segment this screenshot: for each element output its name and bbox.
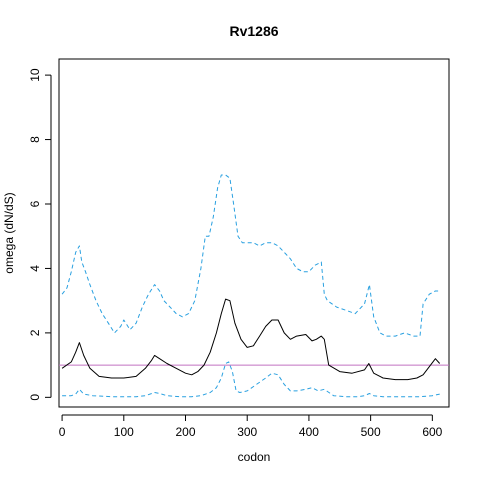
omega-upper-bound-line xyxy=(61,174,440,337)
x-tick-label: 400 xyxy=(299,425,319,439)
omega-lower-bound-line xyxy=(62,361,440,398)
x-tick-label: 0 xyxy=(59,425,66,439)
y-tick-label: 2 xyxy=(28,329,42,336)
y-axis-label: omega (dN/dS) xyxy=(2,192,16,273)
x-axis-label: codon xyxy=(238,450,271,464)
x-tick-label: 300 xyxy=(237,425,257,439)
y-tick-label: 4 xyxy=(28,265,42,272)
chart-title: Rv1286 xyxy=(229,23,278,39)
series-layer xyxy=(59,174,449,398)
y-tick-label: 0 xyxy=(28,394,42,401)
x-axis: 0 100 200 300 400 500 600 xyxy=(59,414,443,439)
y-tick-label: 10 xyxy=(28,68,42,82)
plot-frame xyxy=(58,58,450,408)
y-tick-label: 6 xyxy=(28,200,42,207)
y-axis: 0 2 4 6 8 10 xyxy=(28,68,52,401)
omega-mean-line xyxy=(61,298,441,381)
x-tick-label: 100 xyxy=(114,425,134,439)
y-tick-label: 8 xyxy=(28,136,42,143)
x-tick-label: 500 xyxy=(361,425,381,439)
x-tick-label: 600 xyxy=(422,425,442,439)
x-tick-label: 200 xyxy=(175,425,195,439)
